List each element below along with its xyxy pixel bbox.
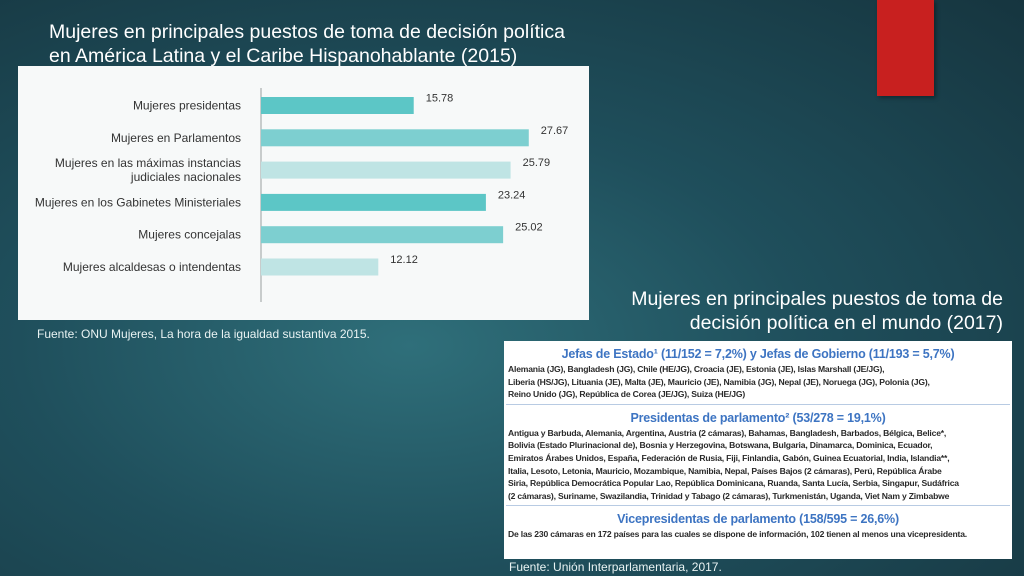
category-label: Mujeres presidentas: [133, 99, 241, 113]
data-label: 25.02: [515, 222, 543, 234]
category-label: Mujeres en los Gabinetes Ministeriales: [35, 195, 241, 209]
table-divider: [506, 403, 1010, 405]
bar: [261, 129, 529, 147]
table-line: (2 cámaras), Suriname, Swazilandia, Trin…: [508, 490, 950, 501]
table-line: Bolivia (Estado Plurinacional de), Bosni…: [508, 440, 933, 451]
section-body-parliament-presidents: Antigua y Barbuda, Alemania, Argentina, …: [504, 427, 1012, 506]
category-label: Mujeres concejalas: [138, 228, 241, 242]
table-divider: [506, 505, 1010, 507]
data-label: 23.24: [498, 189, 526, 201]
category-label: judiciales nacionales: [130, 170, 241, 184]
table-line: Liberia (HS/JG), Lituania (JE), Malta (J…: [508, 376, 930, 387]
countries-table: Jefas de Estado¹ (11/152 = 7,2%) y Jefas…: [504, 341, 1012, 559]
table-line: De las 230 cámaras en 172 países para la…: [508, 529, 967, 540]
table-line: Emiratos Árabes Unidos, España, Federaci…: [508, 452, 950, 463]
table-line: Reino Unido (JG), República de Corea (JE…: [508, 389, 745, 400]
section-heading-parliament-presidents: Presidentas de parlamento² (53/278 = 19,…: [630, 410, 886, 425]
category-label: Mujeres alcaldesas o intendentas: [63, 260, 241, 274]
section-body-heads-of-state: Alemania (JG), Bangladesh (JG), Chile (H…: [504, 363, 1012, 404]
category-label: Mujeres en las máximas instancias: [55, 156, 241, 170]
bar: [261, 97, 414, 114]
data-label: 15.78: [426, 93, 454, 105]
bar-chart: 15.78 Mujeres presidentas 27.67 Mujeres en …: [35, 88, 569, 302]
bar: [261, 193, 486, 211]
source-right: Fuente: Unión Interparlamentaria, 2017.: [509, 560, 722, 574]
category-label: Mujeres en Parlamentos: [111, 131, 241, 145]
title-right-line2: decisión política en el mundo (2017): [689, 312, 1003, 334]
table-line: Siria, República Democrática Popular Lao…: [508, 478, 959, 489]
title-top-line2: en América Latina y el Caribe Hispanohab…: [49, 45, 518, 67]
title-right-line1: Mujeres en principales puestos de toma d…: [631, 288, 1003, 310]
title-top-line1: Mujeres en principales puestos de toma d…: [49, 21, 565, 43]
table-line: Alemania (JG), Bangladesh (JG), Chile (H…: [508, 364, 885, 374]
bar: [261, 226, 504, 244]
data-label: 25.79: [523, 157, 551, 169]
bar: [261, 258, 379, 276]
accent-bar: [877, 0, 934, 96]
section-body-parliament-vicepresidents: De las 230 cámaras en 172 países para la…: [504, 528, 1012, 544]
data-label: 12.12: [390, 254, 418, 266]
table-line: Antigua y Barbuda, Alemania, Argentina, …: [508, 427, 947, 438]
table-line: Italia, Lesoto, Letonia, Mauricio, Mozam…: [508, 465, 942, 476]
data-label: 27.67: [541, 125, 569, 137]
section-heading-parliament-vicepresidents: Vicepresidentas de parlamento (158/595 =…: [617, 512, 899, 527]
source-left: Fuente: ONU Mujeres, La hora de la igual…: [37, 327, 370, 341]
title-top: Mujeres en principales puestos de toma d…: [49, 20, 649, 68]
bar: [261, 161, 511, 179]
section-heading-heads-of-state: Jefas de Estado¹ (11/152 = 7,2%) y Jefas…: [561, 347, 955, 361]
title-right: Mujeres en principales puestos de toma d…: [590, 287, 1003, 335]
chart-panel: 15.78 Mujeres presidentas 27.67 Mujeres en …: [18, 66, 589, 320]
